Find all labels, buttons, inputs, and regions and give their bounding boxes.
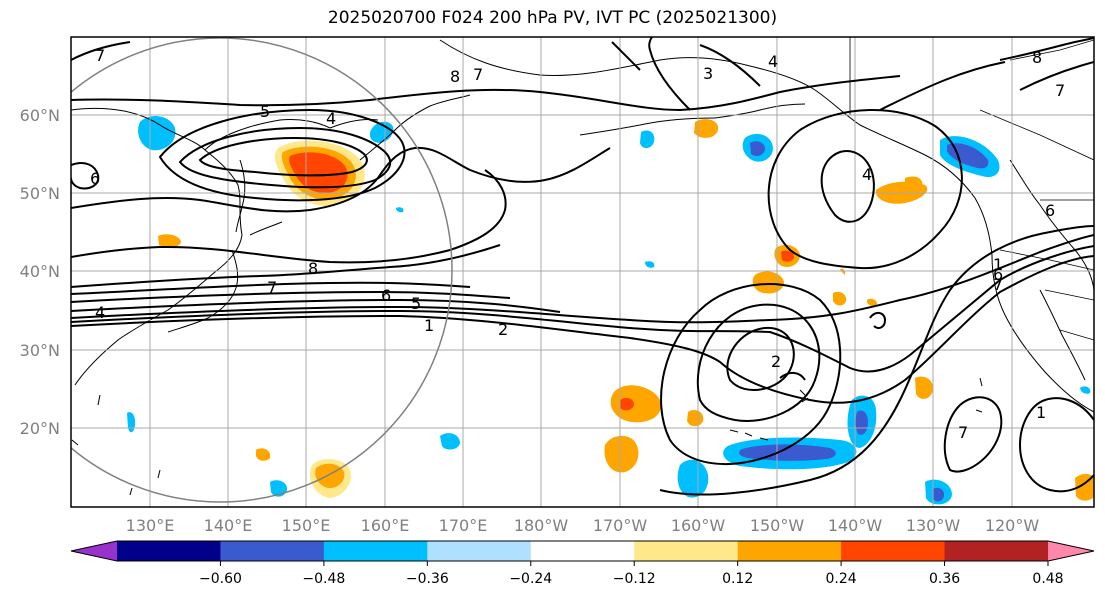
colorbar-segment: [530, 541, 635, 561]
contour-label: 7: [1055, 81, 1065, 100]
colorbar-segment: [117, 541, 221, 561]
lat-label: 20°N: [20, 419, 60, 438]
contour-label: 7: [267, 278, 277, 297]
contour-label: 7: [958, 423, 968, 442]
lon-label: 150°W: [750, 516, 805, 535]
colorbar-segment: [944, 541, 1049, 561]
lon-label: 160°W: [671, 516, 726, 535]
colorbar: −0.60 −0.48 −0.36 −0.24 −0.12 0.12 0.24 0.36 0.4…: [70, 540, 1095, 587]
colorbar-tick-label: 0.48: [1032, 571, 1063, 587]
colorbar-min-extension: [71, 541, 117, 561]
contour-label: 4: [768, 52, 778, 71]
lat-label: 30°N: [20, 341, 60, 360]
map-title: 2025020700 F024 200 hPa PV, IVT PC (2025…: [327, 8, 778, 28]
lon-label: 120°W: [985, 516, 1040, 535]
colorbar-ticks: −0.60 −0.48 −0.36 −0.24 −0.12 0.12 0.24 0.36 0.4…: [199, 561, 1064, 587]
contour-label: 4: [95, 303, 105, 322]
colorbar-max-extension: [1048, 541, 1094, 561]
colorbar-segment: [323, 541, 428, 561]
contour-label: 8: [1032, 48, 1042, 67]
anomaly-shading: [127, 116, 1094, 505]
latitude-labels: 60°N 50°N 40°N 30°N 20°N: [20, 106, 60, 438]
contour-label: 6: [90, 169, 100, 188]
lat-label: 50°N: [20, 184, 60, 203]
lon-label: 150°E: [282, 516, 331, 535]
contour-label: 3: [703, 64, 713, 83]
lon-label: 180°W: [514, 516, 569, 535]
radius-circle: [71, 37, 453, 503]
contour-label: 6: [1045, 201, 1055, 220]
map-background: [71, 37, 1094, 507]
colorbar-segment: [737, 541, 842, 561]
colorbar-tick-label: −0.48: [302, 571, 345, 587]
colorbar-tick-label: −0.24: [509, 571, 552, 587]
colorbar-tick-label: −0.36: [406, 571, 449, 587]
colorbar-tick-label: −0.12: [613, 571, 656, 587]
pv-contour-labels: 7 8 7 3 4 5 4 6 8 7 6 5 4 1 2 2 4 7 6 1 …: [90, 46, 1065, 442]
contour-label: 2: [771, 352, 781, 371]
contour-label: 2: [498, 320, 508, 339]
contour-label: 8: [450, 67, 460, 86]
lon-label: 170°W: [593, 516, 648, 535]
colorbar-segment: [220, 541, 325, 561]
colorbar-segment: [841, 541, 946, 561]
contour-label: 7: [95, 46, 105, 65]
contour-label: 5: [411, 294, 421, 313]
contour-label: 5: [260, 102, 270, 121]
contour-label: 6: [381, 286, 391, 305]
lon-label: 130°E: [126, 516, 175, 535]
coastlines: [71, 39, 1094, 496]
lat-label: 60°N: [20, 106, 60, 125]
colorbar-tick-label: −0.60: [199, 571, 242, 587]
contour-label: 6: [993, 265, 1003, 284]
map-frame: [70, 36, 1095, 508]
graticule: [71, 37, 1094, 507]
longitude-labels: 130°E 140°E 150°E 160°E 170°E 180°W 170°…: [126, 516, 1040, 535]
contour-label: 8: [308, 259, 318, 278]
colorbar-segment: [427, 541, 532, 561]
map-layers: 7 8 7 3 4 5 4 6 8 7 6 5 4 1 2 2 4 7 6 1 …: [71, 37, 1094, 507]
colorbar-tick-label: 0.12: [722, 571, 753, 587]
colorbar-segment: [634, 541, 739, 561]
lon-label: 140°W: [828, 516, 883, 535]
contour-label: 7: [473, 65, 483, 84]
lon-label: 160°E: [361, 516, 410, 535]
lon-label: 140°E: [204, 516, 253, 535]
contour-label: 4: [326, 109, 336, 128]
lon-label: 170°E: [439, 516, 488, 535]
contour-label: 1: [993, 255, 1003, 274]
colorbar-tick-label: 0.36: [929, 571, 960, 587]
colorbar-segments: [117, 541, 1049, 561]
colorbar-tick-label: 0.24: [826, 571, 857, 587]
contour-label: 7: [993, 275, 1003, 294]
pv-contours: [71, 37, 1094, 496]
contour-label: 1: [424, 316, 434, 335]
lat-label: 40°N: [20, 262, 60, 281]
contour-label: 1: [1036, 403, 1046, 422]
lon-label: 130°W: [906, 516, 961, 535]
contour-label: 4: [862, 165, 872, 184]
colorbar-outline: [70, 540, 1095, 562]
